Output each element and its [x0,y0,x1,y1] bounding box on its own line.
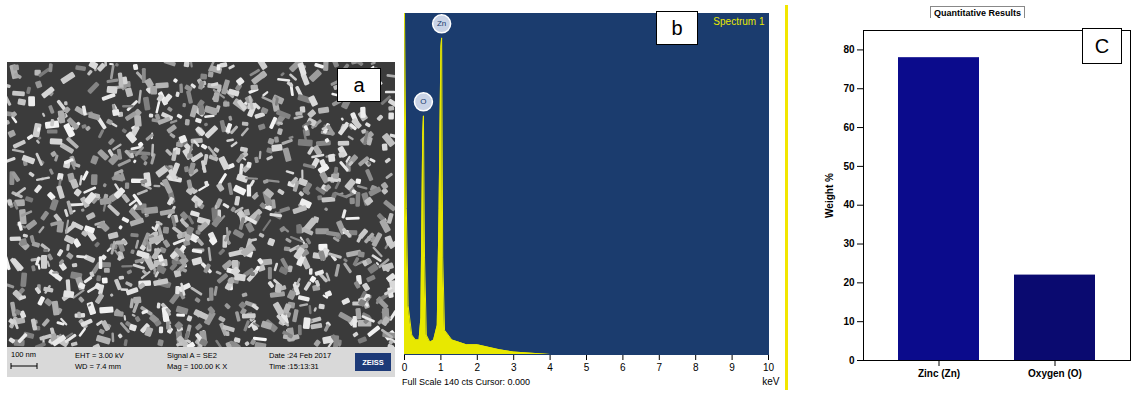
svg-text:20: 20 [843,277,855,288]
svg-text:10: 10 [763,362,775,373]
svg-text:3: 3 [511,362,517,373]
svg-text:60: 60 [843,122,855,133]
svg-text:50: 50 [843,161,855,172]
svg-text:4: 4 [547,362,553,373]
svg-text:Zinc (Zn): Zinc (Zn) [918,368,960,379]
svg-text:O: O [420,97,426,106]
svg-text:Oxygen (O): Oxygen (O) [1028,368,1082,379]
svg-text:WD = 7.4 mm: WD = 7.4 mm [75,362,121,371]
svg-text:70: 70 [843,83,855,94]
svg-text:2: 2 [475,362,481,373]
svg-text:30: 30 [843,238,855,249]
svg-text:9: 9 [729,362,735,373]
html-text:Full Scale 140 cts Cursor: 0.0: Full Scale 140 cts Cursor: 0.000 [402,377,531,387]
html-text:Quantitative Results: Quantitative Results [934,8,1021,18]
svg-text:7: 7 [657,362,663,373]
svg-text:EHT = 3.00 kV: EHT = 3.00 kV [75,351,124,360]
svg-text:0: 0 [849,355,855,366]
svg-text:Weight %: Weight % [824,173,835,218]
svg-text:100 nm: 100 nm [11,350,36,359]
svg-text:1: 1 [438,362,444,373]
svg-text:0: 0 [402,362,408,373]
svg-text:Zn: Zn [437,19,446,28]
svg-text:Time :15:13:31: Time :15:13:31 [269,362,319,371]
svg-text:6: 6 [620,362,626,373]
svg-text:8: 8 [693,362,699,373]
html-text:a: a [353,73,365,96]
svg-text:ZEISS: ZEISS [362,358,384,367]
svg-text:Date :24 Feb 2017: Date :24 Feb 2017 [269,351,331,360]
svg-text:keV: keV [762,376,780,387]
svg-text:5: 5 [584,362,590,373]
svg-text:Mag = 100.00 K X: Mag = 100.00 K X [167,362,227,371]
svg-text:10: 10 [843,316,855,327]
svg-text:80: 80 [843,44,855,55]
svg-text:40: 40 [843,199,855,210]
svg-text:Signal A = SE2: Signal A = SE2 [167,351,217,360]
svg-text:Spectrum 1: Spectrum 1 [713,16,765,27]
html-text:b: b [671,16,683,39]
html-text:C: C [1094,34,1110,57]
